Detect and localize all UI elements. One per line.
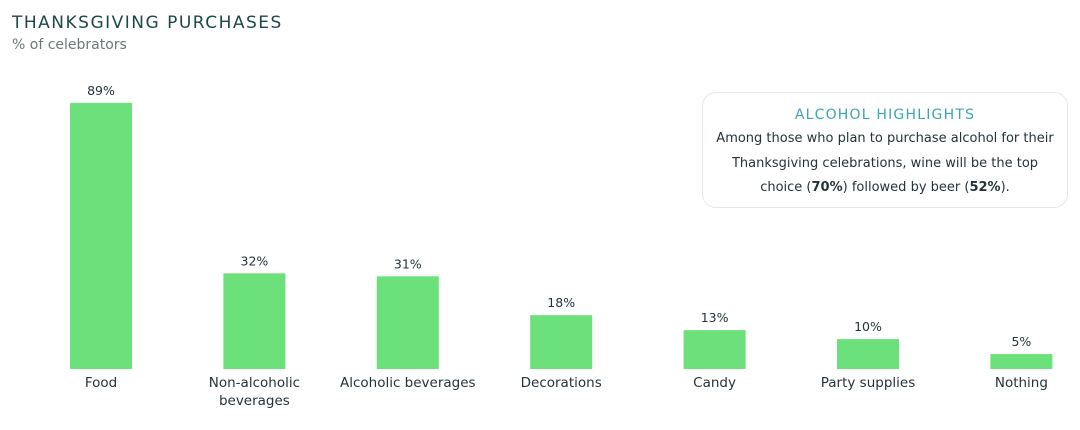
category-label: Non-alcoholic beverages <box>208 375 300 409</box>
value-label: 13% <box>701 310 729 325</box>
value-label: 10% <box>854 319 882 334</box>
callout-text: ). <box>1000 180 1010 195</box>
bar <box>990 354 1053 369</box>
callout-highlight: 52% <box>969 180 1001 195</box>
bar <box>530 315 593 369</box>
bar <box>683 330 746 369</box>
chart-title: THANKSGIVING PURCHASES <box>12 13 283 33</box>
callout-text: Among those who plan to purchase alcohol… <box>716 131 1054 195</box>
value-label: 32% <box>241 253 269 268</box>
value-label: 89% <box>87 83 115 98</box>
callout-highlight: 70% <box>811 180 843 195</box>
callout-title: ALCOHOL HIGHLIGHTS <box>794 107 976 123</box>
chart-subtitle: % of celebrators <box>12 37 127 53</box>
bar <box>223 273 286 369</box>
bar <box>70 102 132 369</box>
callout: ALCOHOL HIGHLIGHTS Among those who plan … <box>702 92 1068 208</box>
callout-body: Among those who plan to purchase alcohol… <box>715 127 1055 201</box>
category-label: Food <box>84 375 118 391</box>
category-label: Decorations <box>520 375 602 391</box>
value-label: 18% <box>547 295 575 310</box>
category-label: Candy <box>693 375 736 391</box>
category-label: Alcoholic beverages <box>339 375 476 391</box>
callout-text: ) followed by beer ( <box>842 180 970 195</box>
value-label: 31% <box>394 256 422 271</box>
category-label: Nothing <box>994 375 1048 391</box>
bar <box>376 276 439 369</box>
bar <box>837 339 899 369</box>
category-label: Party supplies <box>820 375 916 391</box>
value-label: 5% <box>1011 334 1031 349</box>
